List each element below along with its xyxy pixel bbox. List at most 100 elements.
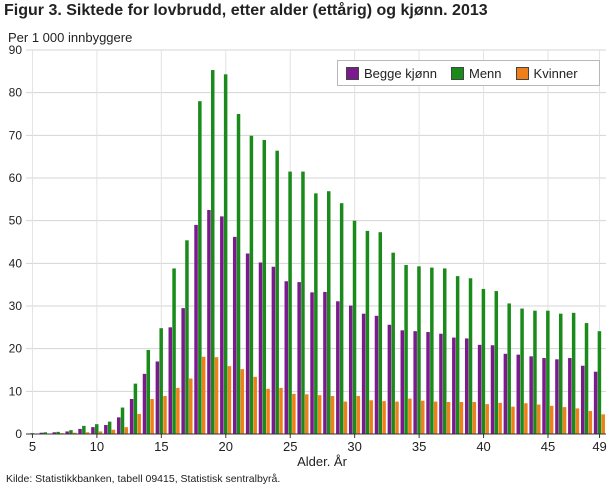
- bar: [503, 353, 508, 434]
- legend-item-begge-kjonn: Begge kjønn: [346, 66, 437, 81]
- bar: [597, 331, 602, 434]
- bar: [288, 171, 292, 434]
- bar: [537, 404, 541, 434]
- source-note: Kilde: Statistikkbanken, tabell 09415, S…: [6, 473, 281, 485]
- bar: [236, 114, 241, 434]
- bar: [317, 395, 322, 434]
- bar: [336, 301, 340, 434]
- bar: [168, 327, 173, 434]
- bar: [529, 356, 533, 434]
- bar: [214, 357, 219, 434]
- bar: [575, 408, 580, 434]
- legend-label-kvinner: Kvinner: [533, 65, 578, 81]
- bar: [253, 376, 257, 434]
- bar: [249, 135, 254, 434]
- y-tick-label: 20: [9, 342, 23, 356]
- bar: [129, 399, 134, 434]
- x-tick-label: 40: [476, 439, 490, 454]
- bar: [601, 414, 605, 434]
- axes: 0 10 20 30 40 50 60 70 80 90 5 10 15 20 25 30 35 40 45 49: [9, 43, 607, 454]
- bar: [365, 230, 370, 434]
- bar: [292, 393, 296, 434]
- bar: [442, 268, 447, 434]
- y-tick-label: 50: [9, 214, 23, 228]
- bar: [52, 432, 57, 434]
- bar: [481, 288, 486, 434]
- bar: [137, 413, 141, 434]
- bar: [400, 330, 405, 434]
- bar: [395, 401, 399, 434]
- bar: [459, 402, 464, 434]
- bar: [159, 328, 163, 434]
- bar: [520, 308, 524, 434]
- bar: [104, 425, 108, 434]
- bar: [343, 401, 348, 434]
- bar: [181, 308, 185, 434]
- bar: [65, 431, 69, 434]
- bar: [356, 396, 361, 434]
- bar: [107, 421, 112, 434]
- bar: [245, 253, 250, 434]
- bar: [498, 402, 502, 434]
- bar: [549, 405, 554, 434]
- legend-item-menn: Menn: [451, 66, 502, 81]
- bar: [120, 407, 125, 434]
- x-axis-label: Alder. År: [297, 454, 347, 469]
- legend: Begge kjønn Menn Kvinner: [337, 60, 600, 86]
- y-tick-label: 10: [9, 384, 23, 398]
- legend-swatch-menn: [451, 66, 464, 80]
- bar: [421, 400, 425, 434]
- legend-label-begge-kjonn: Begge kjønn: [364, 65, 437, 81]
- bar: [275, 150, 279, 434]
- bar: [266, 388, 270, 434]
- y-tick-label: 90: [9, 43, 23, 57]
- y-tick-label: 70: [9, 128, 23, 142]
- bar: [207, 210, 211, 434]
- bar: [185, 240, 189, 434]
- bar: [73, 432, 77, 434]
- bar: [485, 404, 489, 434]
- y-axis-label: Per 1 000 innbyggere: [8, 30, 133, 45]
- bar: [210, 70, 215, 435]
- bar: [494, 291, 499, 434]
- bar: [220, 216, 224, 434]
- bar: [387, 324, 392, 434]
- bar: [477, 344, 482, 434]
- bar: [533, 310, 537, 434]
- bar: [339, 203, 344, 434]
- x-tick-label: 5: [29, 439, 36, 454]
- bar: [82, 425, 86, 434]
- bar: [111, 429, 116, 434]
- bar: [417, 266, 421, 434]
- bar: [452, 337, 456, 434]
- bar: [330, 396, 335, 434]
- legend-label-menn: Menn: [469, 65, 502, 81]
- y-tick-label: 0: [15, 427, 22, 441]
- bar: [326, 191, 331, 434]
- y-tick-label: 40: [9, 256, 23, 270]
- bar: [352, 220, 357, 434]
- bar: [194, 224, 198, 434]
- bar: [555, 359, 559, 434]
- bar: [439, 333, 443, 434]
- bar: [310, 292, 314, 434]
- bar: [323, 291, 327, 434]
- x-tick-label: 20: [219, 439, 233, 454]
- bar: [524, 403, 528, 434]
- bar: [39, 432, 44, 434]
- x-tick-label: 10: [90, 439, 104, 454]
- bar: [404, 265, 408, 434]
- bar: [142, 373, 147, 434]
- bar: [408, 398, 412, 434]
- bar: [593, 371, 598, 434]
- bar: [433, 401, 438, 434]
- chart-title: Figur 3. Siktede for lovbrudd, etter ald…: [4, 2, 488, 19]
- bar: [198, 101, 202, 434]
- y-tick-label: 60: [9, 171, 23, 185]
- bar: [91, 427, 95, 434]
- bar: [43, 432, 47, 434]
- legend-swatch-kvinner: [515, 66, 529, 80]
- x-tick-label: 15: [154, 439, 168, 454]
- bar: [297, 282, 301, 434]
